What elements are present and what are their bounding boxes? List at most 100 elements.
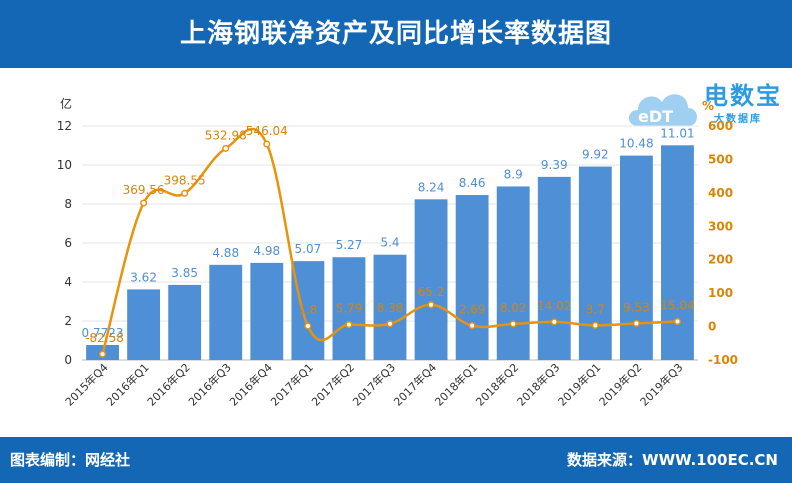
x-tick-label: 2016年Q1: [103, 360, 152, 409]
growth-rate-point: [98, 350, 107, 358]
title-bar: 上海钢联净资产及同比增长率数据图: [0, 0, 792, 68]
chart-area: 0 2 4 6 8 10 12 亿 -100 0 100 200 300 400 500 600% 0.7723…: [57, 96, 738, 409]
line-data-label: -82.58: [85, 331, 124, 345]
bar-data-label: 4.88: [212, 246, 239, 260]
y-right-unit: %: [702, 99, 714, 113]
y-right-tick-label: 100: [708, 286, 733, 300]
bar: [661, 145, 694, 360]
x-tick-label: 2016年Q4: [226, 360, 275, 409]
line-data-label: 398.55: [164, 173, 206, 187]
x-tick-label: 2019年Q2: [596, 360, 645, 409]
bar-data-label: 5.4: [380, 236, 399, 250]
logo-badge-text: eDT: [638, 107, 673, 126]
growth-rate-point: [386, 320, 394, 328]
x-tick-label: 2019年Q1: [555, 360, 604, 409]
x-tick-label: 2019年Q3: [637, 360, 686, 409]
y-right-tick-label: 200: [708, 253, 733, 267]
y-left-tick-label: 10: [57, 158, 72, 172]
x-tick-label: 2017年Q2: [309, 360, 358, 409]
bar: [619, 155, 653, 360]
bar: [578, 166, 612, 360]
bar-data-label: 10.48: [619, 137, 653, 151]
footer-source: 数据来源：WWW.100EC.CN: [567, 451, 778, 469]
growth-rate-point: [181, 189, 189, 197]
bar: [496, 186, 530, 360]
x-tick-label: 2017年Q3: [350, 360, 399, 409]
bar-data-label: 0.7723: [82, 326, 124, 340]
bar: [373, 254, 407, 360]
bar: [537, 176, 571, 360]
y-right-tick-label: 300: [708, 219, 733, 233]
y-left-tick-label: 0: [64, 353, 72, 367]
y-right-tick-label: 0: [708, 320, 716, 334]
growth-rate-point: [632, 319, 640, 327]
line-data-label: 3.7: [586, 302, 605, 316]
bar: [332, 257, 366, 360]
growth-rate-point: [345, 321, 353, 329]
y-right-tick-label: -100: [708, 353, 738, 367]
x-tick-label: 2018年Q1: [432, 360, 481, 409]
chart-title: 上海钢联净资产及同比增长率数据图: [179, 19, 612, 49]
line-data-label: 1.8: [298, 303, 317, 317]
y-right-tick-label: 600: [708, 119, 733, 133]
bar-data-label: 8.9: [504, 167, 523, 181]
bar-data-label: 4.98: [253, 244, 280, 258]
growth-rate-point: [140, 199, 148, 207]
y-left-tick-label: 12: [57, 119, 72, 133]
y-left-tick-label: 8: [64, 197, 72, 211]
line-data-label: 5.79: [336, 302, 363, 316]
line-data-label: 369.56: [123, 183, 165, 197]
y-right-tick-label: 400: [708, 186, 733, 200]
growth-rate-point: [591, 321, 599, 329]
y-left-tick-label: 2: [64, 314, 72, 328]
growth-rate-point: [673, 317, 682, 326]
edt-logo: eDT 电数宝 大数据库: [624, 72, 784, 138]
line-data-label: 65.2: [418, 285, 445, 299]
bar-data-label: 11.01: [660, 126, 694, 140]
growth-rate-point: [550, 318, 558, 326]
line-data-label: 532.98: [205, 128, 247, 142]
growth-rate-point: [222, 144, 230, 152]
bar-data-label: 9.92: [582, 148, 609, 162]
bar: [250, 262, 284, 360]
bar: [455, 195, 489, 360]
cloud-icon: eDT: [629, 94, 697, 126]
x-tick-label: 2017年Q1: [267, 360, 316, 409]
footer-bar: 图表编制：网经社 数据来源：WWW.100EC.CN: [0, 437, 792, 483]
x-tick-label: 2015年Q4: [62, 360, 111, 409]
x-tick-label: 2018年Q2: [473, 360, 522, 409]
x-tick-label: 2016年Q3: [185, 360, 234, 409]
line-data-label: 8.02: [500, 301, 527, 315]
bar-data-label: 5.27: [336, 238, 363, 252]
growth-rate-point: [468, 322, 476, 330]
bar: [209, 264, 243, 360]
bar: [127, 289, 161, 360]
logo-sub-text: 大数据库: [714, 114, 762, 125]
y-left-unit: 亿: [60, 96, 72, 111]
bar-data-label: 3.62: [130, 270, 157, 284]
x-tick-label: 2017年Q4: [391, 360, 440, 409]
bar-data-label: 5.07: [295, 242, 322, 256]
line-data-label: 2.69: [459, 303, 486, 317]
growth-rate-point: [263, 140, 271, 148]
y-left-tick-label: 4: [64, 275, 72, 289]
bar-data-label: 9.39: [541, 158, 568, 172]
bar-data-label: 3.85: [171, 266, 198, 280]
growth-rate-point: [509, 320, 517, 328]
line-data-label: 9.53: [623, 300, 650, 314]
x-tick-label: 2016年Q2: [144, 360, 193, 409]
logo-main-text: 电数宝: [704, 82, 782, 110]
y-left-tick-label: 6: [64, 236, 72, 250]
line-data-label: 14.02: [537, 299, 571, 313]
bar: [414, 199, 448, 360]
y-right-tick-label: 500: [708, 152, 733, 166]
bar: [168, 284, 202, 360]
bar-data-label: 8.24: [418, 180, 445, 194]
line-data-label: 15.04: [660, 299, 694, 313]
footer-editor: 图表编制：网经社: [10, 451, 131, 469]
growth-rate-point: [427, 301, 435, 309]
line-data-label: 8.38: [377, 301, 404, 315]
growth-rate-point: [304, 322, 312, 330]
line-data-label: 546.04: [246, 124, 288, 138]
bar: [291, 261, 325, 360]
